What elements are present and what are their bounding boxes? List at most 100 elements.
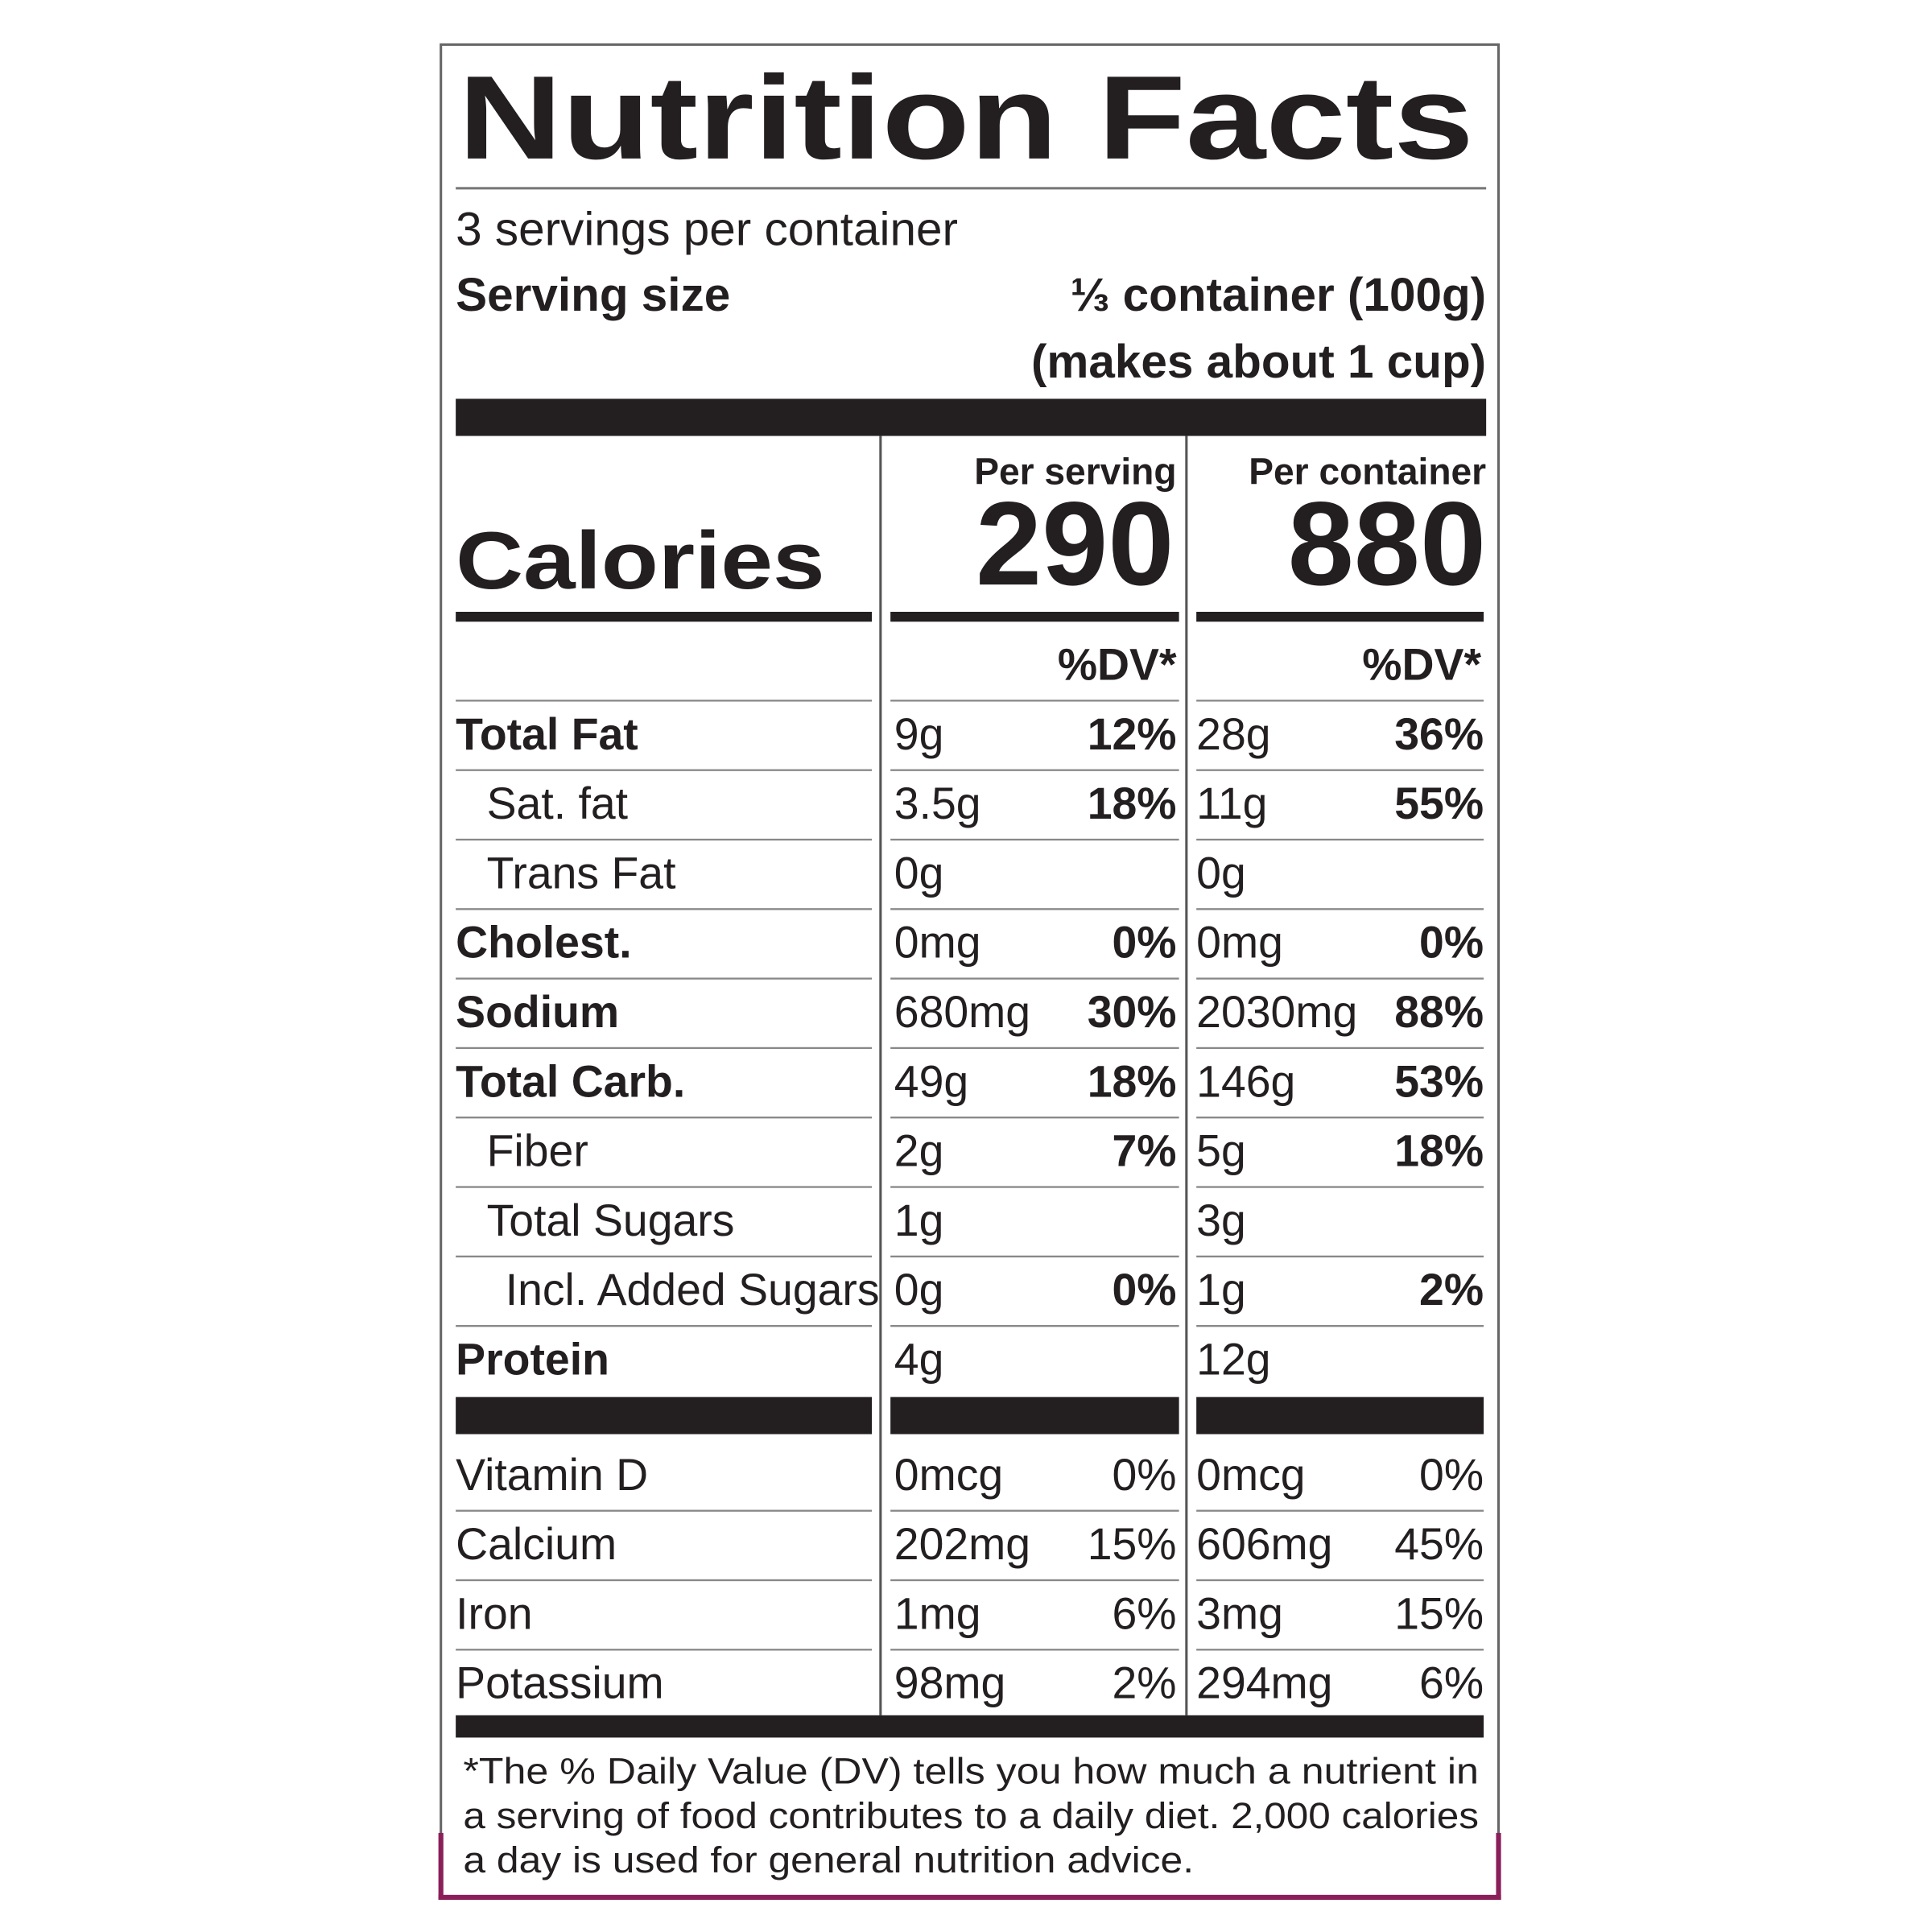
daily-value: 55% <box>1394 778 1484 828</box>
daily-value: 6% <box>1419 1658 1484 1708</box>
column-header: Per serving <box>974 451 1176 493</box>
row-rule <box>456 1117 873 1119</box>
amount: 0mg <box>1196 918 1283 968</box>
label-border <box>440 43 1501 1899</box>
daily-value: 7% <box>1112 1126 1176 1176</box>
servings: 3 servings per container <box>456 204 958 256</box>
nutrient-name: Calcium <box>456 1519 617 1569</box>
row-rule <box>890 977 1179 980</box>
row-rule <box>1196 1325 1484 1327</box>
row-rule <box>456 977 873 980</box>
daily-value: 15% <box>1394 1588 1484 1638</box>
amount: 0mcg <box>894 1450 1003 1500</box>
amount: 1g <box>1196 1265 1246 1315</box>
daily-value: 18% <box>1394 1126 1484 1176</box>
amount: 1mg <box>894 1588 981 1638</box>
amount: 49g <box>894 1056 968 1106</box>
nutrient-name: Protein <box>456 1335 609 1385</box>
nutrient-name: Total Sugars <box>487 1195 735 1245</box>
thick-bar <box>456 1397 873 1435</box>
footnote-line: *The % Daily Value (DV) tells you how mu… <box>463 1750 1479 1791</box>
thick-bar <box>1196 1397 1484 1435</box>
amount: 11g <box>1196 778 1267 828</box>
serving-size: ⅓ container (100g) <box>1071 269 1486 321</box>
serving-size-label: Serving size <box>456 269 730 321</box>
daily-value: 0% <box>1419 1450 1484 1500</box>
edge-accent <box>1496 1832 1501 1900</box>
row-rule <box>890 908 1179 910</box>
amount: 0g <box>894 848 944 898</box>
amount: 680mg <box>894 987 1030 1037</box>
amount: 3mg <box>1196 1588 1283 1638</box>
title: Nutrition Facts <box>458 52 1474 184</box>
calories-value: 880 <box>1288 477 1486 610</box>
daily-value: 2% <box>1419 1265 1484 1315</box>
column-divider <box>1185 436 1188 1715</box>
calories-label: Calories <box>456 514 824 606</box>
daily-value: 18% <box>1088 778 1177 828</box>
footnote-line: a day is used for general nutrition advi… <box>463 1839 1194 1880</box>
column-divider <box>879 436 882 1715</box>
dv-header: %DV* <box>1058 640 1177 690</box>
daily-value: 6% <box>1112 1588 1176 1638</box>
row-rule <box>1196 700 1484 702</box>
rule <box>456 187 1487 190</box>
row-rule <box>890 1046 1179 1050</box>
row-rule <box>1196 1509 1484 1512</box>
calories-value: 290 <box>976 477 1174 610</box>
footnote-line: a serving of food contributes to a daily… <box>463 1795 1479 1836</box>
edge-accent <box>438 1894 1501 1900</box>
nutrient-name: Trans Fat <box>487 848 676 898</box>
amount: 606mg <box>1196 1519 1332 1569</box>
amount: 9g <box>894 709 944 759</box>
row-rule <box>456 769 873 771</box>
row-rule <box>456 1255 873 1257</box>
amount: 0mcg <box>1196 1450 1305 1500</box>
thick-bar <box>456 398 1487 436</box>
dv-header: %DV* <box>1362 640 1481 690</box>
thick-rule <box>456 612 873 622</box>
amount: 202mg <box>894 1519 1030 1569</box>
thick-rule <box>1196 612 1484 622</box>
row-rule <box>890 838 1179 841</box>
daily-value: 30% <box>1088 987 1177 1037</box>
row-rule <box>890 1255 1179 1257</box>
daily-value: 12% <box>1088 709 1177 759</box>
row-rule <box>456 700 873 702</box>
row-rule <box>1196 908 1484 910</box>
amount: 1g <box>894 1195 944 1245</box>
row-rule <box>456 1325 873 1327</box>
nutrient-name: Total Fat <box>456 709 638 759</box>
daily-value: 36% <box>1394 709 1484 759</box>
row-rule <box>890 1649 1179 1651</box>
amount: 3g <box>1196 1195 1246 1245</box>
daily-value: 0% <box>1419 918 1484 968</box>
thick-rule <box>890 612 1179 622</box>
amount: 294mg <box>1196 1658 1332 1708</box>
amount: 4g <box>894 1335 944 1385</box>
amount: 12g <box>1196 1335 1270 1385</box>
nutrient-name: Cholest. <box>456 918 631 968</box>
row-rule <box>1196 977 1484 980</box>
row-rule <box>1196 1649 1484 1651</box>
row-rule <box>456 908 873 910</box>
thick-bar <box>456 1715 1484 1738</box>
row-rule <box>1196 1255 1484 1257</box>
daily-value: 53% <box>1394 1056 1484 1106</box>
nutrient-name: Sodium <box>456 987 619 1037</box>
row-rule <box>890 769 1179 771</box>
thick-bar <box>890 1397 1179 1435</box>
amount: 3.5g <box>894 778 981 828</box>
amount: 5g <box>1196 1126 1246 1176</box>
daily-value: 15% <box>1088 1519 1177 1569</box>
row-rule <box>456 1579 873 1582</box>
row-rule <box>890 1186 1179 1188</box>
amount: 146g <box>1196 1056 1295 1106</box>
daily-value: 0% <box>1112 1265 1176 1315</box>
amount: 98mg <box>894 1658 1006 1708</box>
edge-accent <box>438 1832 444 1900</box>
nutrient-name: Iron <box>456 1588 532 1638</box>
row-rule <box>1196 1117 1484 1119</box>
